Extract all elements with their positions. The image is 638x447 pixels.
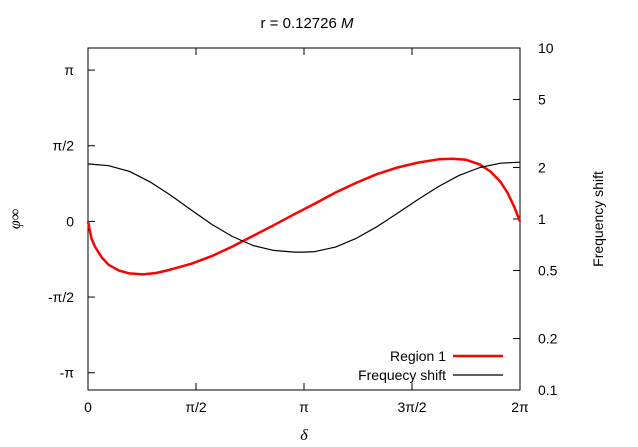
series-line-frequecy-shift: [87, 161, 521, 253]
ticks-layer: 0 π/2 π 3π/2 2π π π/2 0 -π/2 -π 10 5 2 1 0.5 0.2 0.1: [48, 40, 558, 415]
x-tick-label: π/2: [185, 399, 207, 415]
y2-tick-label: 2: [538, 160, 546, 176]
y-tick-label: -π/2: [48, 289, 74, 305]
y-axis-label: φ∞: [7, 209, 24, 229]
y2-tick-label: 5: [538, 91, 546, 107]
chart-title-unit: M: [341, 15, 354, 32]
y2-tick-label: 0.1: [538, 382, 558, 398]
plot-frame: [87, 47, 521, 391]
series-line-region-1: [86, 157, 522, 276]
y-tick-label: -π: [60, 365, 75, 381]
x-axis-label: δ: [300, 427, 308, 444]
chart-title: r = 0.12726 M: [261, 15, 354, 32]
series-layer: [86, 157, 522, 276]
y2-tick-label: 1: [538, 211, 546, 227]
legend: Region 1 Frequecy shift: [358, 348, 503, 383]
y2-tick-label: 0.2: [538, 331, 558, 347]
y2-tick-label: 10: [538, 40, 554, 56]
x-tick-label: 0: [84, 399, 92, 415]
x-tick-label: π: [299, 399, 309, 415]
y-tick-label: π: [64, 62, 74, 78]
legend-label-region-1: Region 1: [390, 348, 446, 364]
legend-label-frequency-shift: Frequecy shift: [358, 367, 446, 383]
y-tick-label: π/2: [53, 138, 75, 154]
x-tick-label: 3π/2: [397, 399, 426, 415]
y-tick-label: 0: [66, 213, 74, 229]
y2-axis-label: Frequency shift: [590, 171, 606, 267]
x-tick-label: 2π: [511, 399, 529, 415]
y2-tick-label: 0.5: [538, 262, 558, 278]
chart-title-prefix: r = 0.12726: [261, 15, 341, 32]
